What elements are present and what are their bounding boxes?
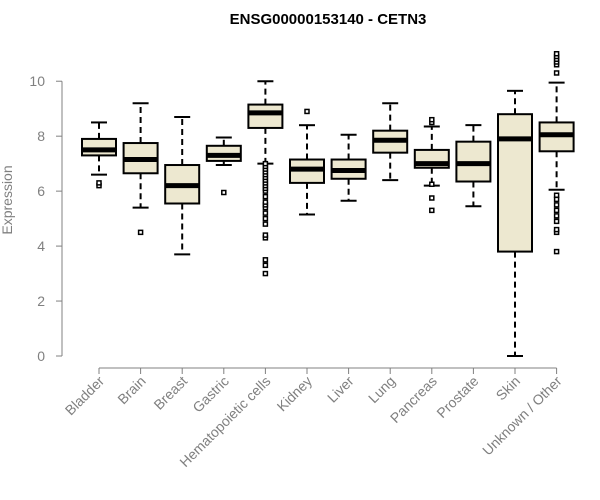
outlier-point <box>262 270 269 277</box>
outlier-point <box>262 257 269 263</box>
y-tick-label: 0 <box>37 348 45 364</box>
outlier-point <box>96 180 102 186</box>
y-axis-label: Expression <box>0 165 15 234</box>
outlier-point <box>262 160 269 167</box>
outlier-point <box>262 221 269 227</box>
box-4 <box>247 80 284 277</box>
box-2 <box>164 115 201 256</box>
outlier-point <box>553 202 560 208</box>
box-iqr <box>497 113 533 253</box>
x-tick-label: Unknown / Other <box>479 373 565 459</box>
outlier-point <box>429 207 435 214</box>
y-axis: 0 2 4 6 8 10 <box>29 73 63 364</box>
x-tick-label: Brain <box>114 373 148 407</box>
x-tick-label: Prostate <box>433 373 481 421</box>
box-3 <box>205 136 242 196</box>
outlier-point <box>553 70 560 76</box>
x-tick-label: Lung <box>365 373 398 406</box>
outlier-point <box>262 215 269 222</box>
box-0 <box>81 121 117 189</box>
outlier-point <box>221 189 227 196</box>
x-tick-label: Bladder <box>62 373 108 419</box>
box-iqr <box>81 137 117 157</box>
y-tick-label: 2 <box>37 293 45 309</box>
outlier-point <box>553 192 560 199</box>
outlier-point <box>262 232 269 238</box>
outlier-point <box>553 248 560 255</box>
box-1 <box>122 102 159 236</box>
x-tick-label: Liver <box>324 373 357 406</box>
outlier-point <box>429 116 435 123</box>
box-8 <box>413 116 450 214</box>
outlier-point <box>304 108 310 115</box>
outlier-point <box>262 210 269 216</box>
x-tick-label: Skin <box>493 373 524 404</box>
y-tick-label: 6 <box>37 183 45 199</box>
outlier-point <box>553 213 560 219</box>
outlier-point <box>553 226 560 233</box>
outlier-point <box>553 218 560 225</box>
y-tick-label: 10 <box>29 73 45 89</box>
y-tick-label: 8 <box>37 128 45 144</box>
outlier-point <box>429 181 435 188</box>
outlier-point <box>262 262 269 269</box>
boxes-group <box>81 50 575 357</box>
box-11 <box>538 50 575 255</box>
outlier-point <box>137 229 144 236</box>
outlier-point <box>553 50 560 57</box>
x-tick-label: Breast <box>150 373 190 413</box>
box-5 <box>289 108 325 216</box>
box-10 <box>497 89 533 357</box>
box-9 <box>455 124 492 208</box>
box-6 <box>330 133 367 202</box>
box-7 <box>372 102 409 182</box>
box-iqr <box>247 103 284 129</box>
outlier-point <box>553 207 560 214</box>
outlier-point <box>262 193 269 200</box>
x-tick-label: Kidney <box>274 373 316 415</box>
y-tick-label: 4 <box>37 238 45 254</box>
chart-title: ENSG00000153140 - CETN3 <box>230 11 427 28</box>
outlier-point <box>429 195 435 201</box>
outlier-point <box>262 199 269 205</box>
